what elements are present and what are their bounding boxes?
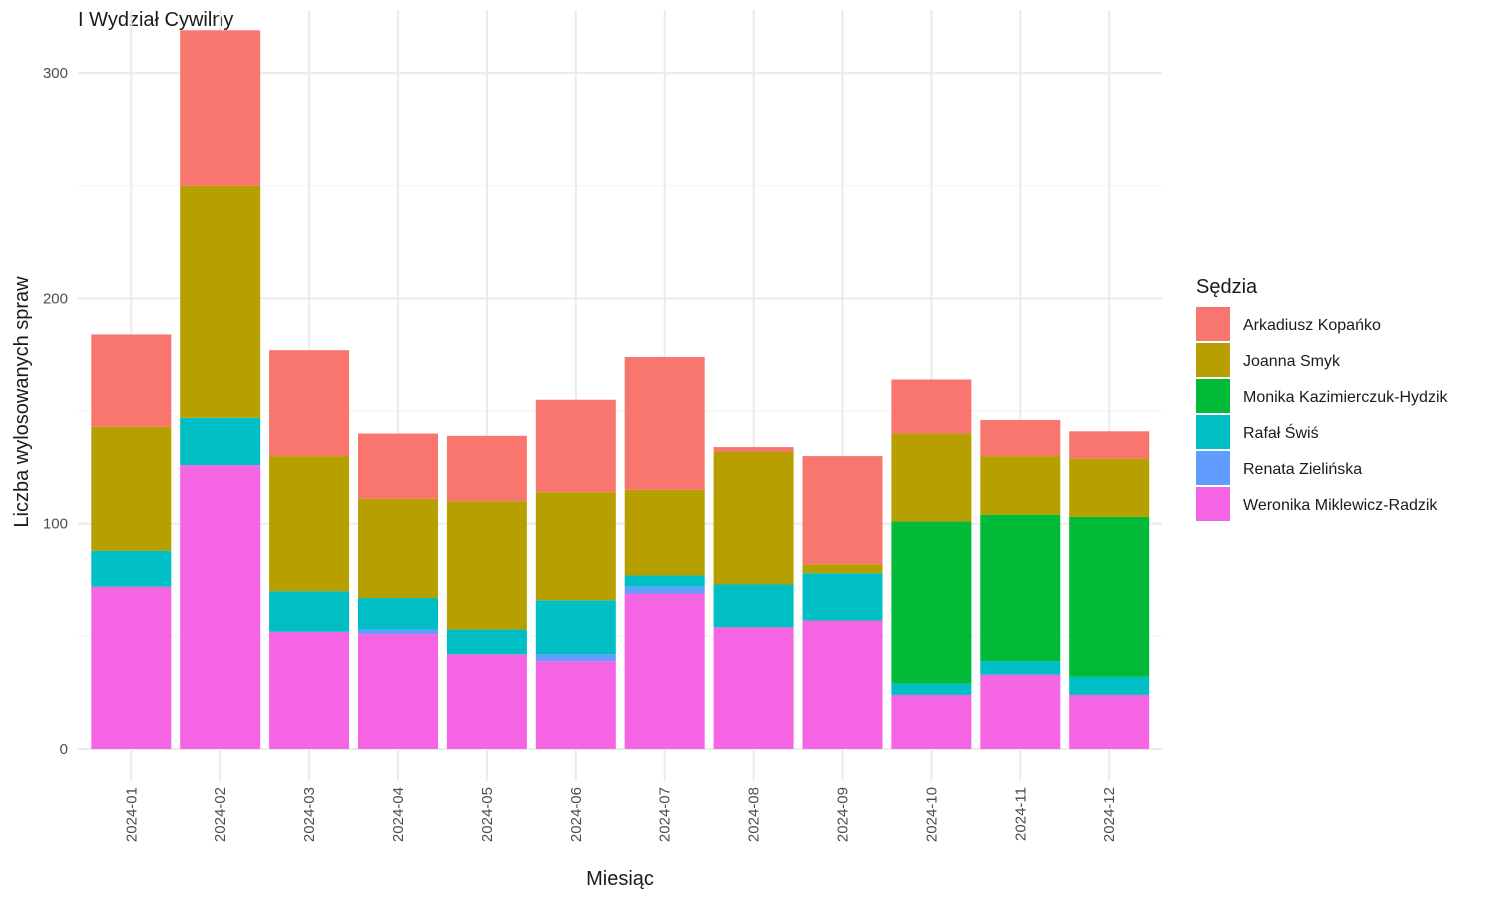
legend-swatch	[1196, 451, 1230, 485]
x-tick-label: 2024-10	[923, 787, 940, 842]
bar-segment	[713, 584, 794, 628]
legend-swatch	[1196, 415, 1230, 449]
x-tick-label: 2024-02	[212, 787, 229, 842]
bar-segment	[624, 575, 705, 587]
bar-segment	[802, 456, 883, 565]
y-tick-label: 100	[43, 516, 68, 533]
axes: 0 100 200 300 2024-01 2024-02 2024-03 2024-04 20…	[43, 65, 1118, 842]
bar-segment	[180, 185, 261, 418]
bar-segment	[891, 379, 972, 434]
bar-segment	[535, 399, 616, 493]
bar-segment	[358, 498, 438, 599]
bar-segment	[624, 586, 705, 594]
legend-swatch	[1196, 379, 1230, 413]
y-tick-label: 300	[43, 65, 68, 82]
legend: Sędzia Arkadiusz Kopańko Joanna Smyk Monik…	[1196, 276, 1448, 521]
bar-segment	[446, 654, 527, 749]
bar-segment	[358, 598, 438, 630]
bar-segment	[535, 492, 616, 601]
y-tick-label: 200	[43, 290, 68, 307]
x-tick-label: 2024-08	[746, 787, 763, 842]
x-tick-label: 2024-06	[568, 787, 585, 842]
x-tick-label: 2024-07	[657, 787, 674, 842]
bar-segment	[269, 456, 350, 592]
legend-swatch	[1196, 343, 1230, 377]
bars	[91, 30, 1150, 749]
legend-label: Renata Zielińska	[1243, 461, 1362, 478]
x-tick-label: 2024-01	[123, 787, 140, 842]
bar-segment	[180, 465, 261, 749]
bar-segment	[980, 456, 1061, 515]
bar-segment	[713, 447, 794, 452]
bar-segment	[269, 631, 350, 749]
legend-label: Weronika Miklewicz-Radzik	[1243, 497, 1438, 514]
bar-segment	[91, 586, 172, 749]
bar-segment	[446, 435, 527, 502]
legend-label: Joanna Smyk	[1243, 353, 1341, 370]
bar-segment	[535, 600, 616, 655]
bar-segment	[180, 30, 261, 186]
bar-segment	[1069, 516, 1150, 677]
x-tick-label: 2024-04	[390, 787, 407, 842]
bar-segment	[891, 521, 972, 684]
bar-segment	[980, 514, 1061, 662]
bar-segment	[269, 591, 350, 632]
bar-segment	[1069, 694, 1150, 749]
y-axis-title: Liczba wylosowanych spraw	[11, 276, 33, 528]
x-axis-title: Miesiąc	[586, 868, 654, 890]
bar-segment	[358, 629, 438, 635]
x-tick-label: 2024-11	[1012, 787, 1029, 841]
bar-segment	[269, 350, 350, 457]
bar-segment	[891, 683, 972, 695]
bar-segment	[358, 634, 438, 749]
legend-label: Arkadiusz Kopańko	[1243, 317, 1381, 334]
bar-segment	[891, 694, 972, 749]
bar-segment	[980, 661, 1061, 675]
bar-segment	[535, 654, 616, 662]
x-tick-label: 2024-12	[1101, 787, 1118, 842]
bar-segment	[358, 433, 438, 499]
bar-segment	[891, 433, 972, 522]
bar-segment	[980, 420, 1061, 457]
bar-segment	[91, 334, 172, 427]
legend-label: Monika Kazimierczuk-Hydzik	[1243, 389, 1448, 406]
bar-segment	[1069, 676, 1150, 695]
y-tick-label: 0	[60, 741, 68, 758]
bar-segment	[446, 629, 527, 655]
x-tick-label: 2024-09	[835, 787, 852, 842]
x-tick-label: 2024-03	[301, 787, 318, 842]
bar-segment	[1069, 431, 1150, 459]
bar-segment	[980, 674, 1061, 749]
legend-title: Sędzia	[1196, 276, 1258, 298]
bar-segment	[802, 564, 883, 574]
bar-segment	[535, 661, 616, 749]
legend-label: Rafał Świś	[1243, 423, 1319, 442]
chart-title: I Wydział Cywilny	[78, 9, 233, 31]
bar-segment	[180, 417, 261, 466]
bar-segment	[91, 426, 172, 551]
legend-swatch	[1196, 487, 1230, 521]
legend-swatch	[1196, 307, 1230, 341]
bar-segment	[624, 489, 705, 576]
bar-segment	[713, 451, 794, 585]
bar-segment	[91, 550, 172, 587]
bar-segment	[713, 627, 794, 749]
bar-segment	[802, 573, 883, 621]
bar-segment	[802, 620, 883, 749]
bar-segment	[1069, 458, 1150, 517]
bar-segment	[624, 356, 705, 490]
bar-segment	[624, 593, 705, 749]
x-tick-label: 2024-05	[479, 787, 496, 842]
bar-segment	[446, 501, 527, 630]
